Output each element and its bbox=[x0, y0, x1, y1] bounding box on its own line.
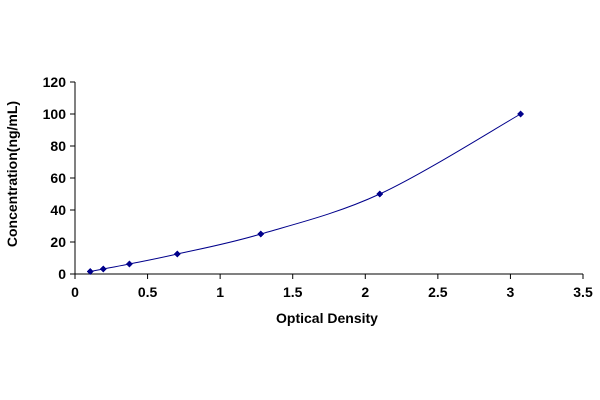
y-tick-label: 0 bbox=[58, 266, 66, 282]
data-point bbox=[173, 250, 181, 258]
y-tick-label: 40 bbox=[50, 202, 66, 218]
x-axis-ticks: 0 0.5 1 1.5 2 2.5 3 3.5 bbox=[71, 274, 593, 300]
x-tick-label: 3 bbox=[507, 284, 515, 300]
x-axis-title: Optical Density bbox=[276, 310, 378, 326]
y-tick-label: 80 bbox=[50, 138, 66, 154]
x-tick-label: 1.5 bbox=[283, 284, 303, 300]
x-tick-label: 0.5 bbox=[138, 284, 158, 300]
trend-curve bbox=[90, 113, 521, 272]
data-point bbox=[257, 230, 265, 238]
chart-axes bbox=[74, 82, 583, 275]
data-point bbox=[86, 267, 94, 276]
y-axis-ticks: 0 20 40 60 80 100 120 bbox=[43, 74, 75, 282]
x-tick-label: 2 bbox=[361, 284, 369, 300]
y-tick-label: 60 bbox=[50, 170, 66, 186]
x-tick-label: 2.5 bbox=[428, 284, 448, 300]
y-axis-title: Concentration(ng/mL) bbox=[4, 101, 20, 247]
data-point bbox=[99, 265, 107, 273]
y-tick-label: 20 bbox=[50, 234, 66, 250]
data-point bbox=[376, 190, 384, 198]
data-point bbox=[125, 260, 133, 268]
x-tick-label: 1 bbox=[216, 284, 224, 300]
plot-area bbox=[86, 110, 525, 276]
y-tick-label: 120 bbox=[43, 74, 67, 90]
x-tick-label: 3.5 bbox=[573, 284, 593, 300]
data-point bbox=[517, 110, 525, 118]
y-tick-label: 100 bbox=[43, 106, 67, 122]
x-tick-label: 0 bbox=[71, 284, 79, 300]
